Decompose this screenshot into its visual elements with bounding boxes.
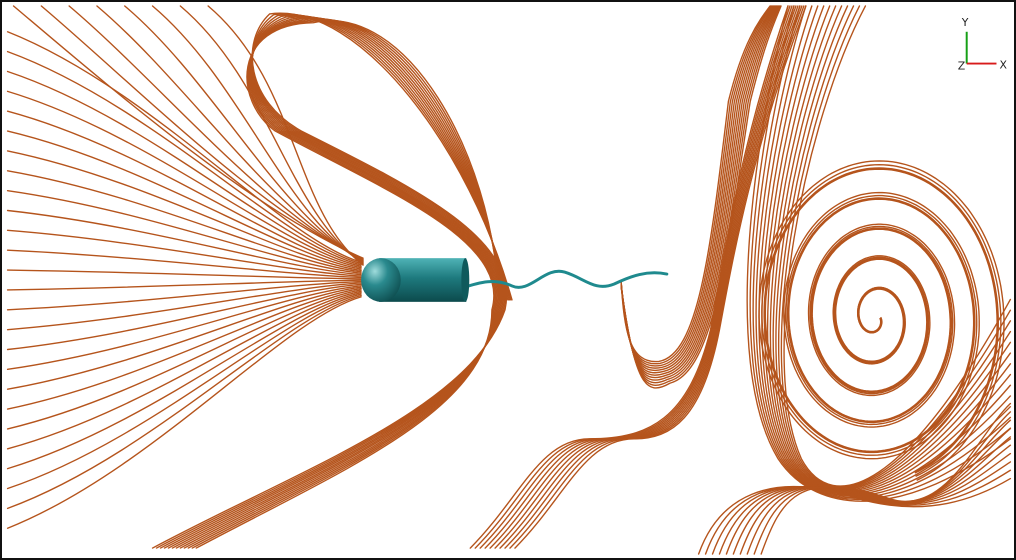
streamline-right-bottom <box>732 436 1012 555</box>
streamline-left-fan <box>6 50 362 265</box>
streamline-upper-loop <box>151 12 513 549</box>
streamline-right-bottom <box>739 427 1012 555</box>
streamline-right-envelope <box>746 5 1012 502</box>
streamline-right-envelope <box>764 5 1012 493</box>
streamline-right-envelope <box>761 5 1012 495</box>
streamline-left-fan <box>6 280 362 311</box>
streamline-right-envelope <box>772 5 1012 490</box>
streamline-upper-loop <box>191 19 501 549</box>
streamline-central-loop <box>620 5 776 374</box>
streamline-lower-middle <box>489 5 797 549</box>
streamline-right-envelope <box>755 5 1012 497</box>
streamline-right-bottom <box>753 411 1012 555</box>
streamline-right-bottom <box>704 469 1012 555</box>
streamline-left-fan <box>6 229 362 277</box>
streamline-left-fan <box>6 269 362 280</box>
streamline-left-fan <box>6 292 362 470</box>
streamline-left-fan <box>6 289 362 430</box>
streamline-left-fan <box>6 110 362 269</box>
streamline-right-envelope <box>775 5 1012 490</box>
streamline-left-fan <box>6 70 362 266</box>
streamline-upper-loop <box>175 16 506 549</box>
streamline-left-fan <box>6 283 362 351</box>
streamline-left-fan <box>6 150 362 272</box>
streamlines <box>6 5 1012 555</box>
streamline-lower-middle <box>484 5 795 549</box>
streamline-top-left <box>96 5 364 262</box>
streamline-right-bottom <box>718 452 1012 555</box>
streamline-left-fan <box>6 279 362 291</box>
streamline-right-bottom <box>711 461 1012 555</box>
streamline-right-envelope <box>758 5 1012 496</box>
streamline-left-fan <box>6 249 362 279</box>
streamline-central-loop <box>620 5 780 384</box>
streamline-left-fan <box>6 290 362 450</box>
streamline-right-bottom <box>746 419 1012 555</box>
vortex-spiral-line <box>758 160 1005 481</box>
streamline-lower-middle <box>509 5 805 549</box>
streamline-left-fan <box>6 294 362 510</box>
flagellum-tail <box>460 269 669 290</box>
streamline-right-envelope <box>766 5 1012 492</box>
streamline-upper-loop <box>167 15 508 549</box>
streamline-upper-loop <box>187 18 502 549</box>
streamline-right-bottom <box>760 402 1012 555</box>
streamline-upper-loop <box>155 13 512 549</box>
streamline-top-left <box>124 5 364 263</box>
streamline-upper-loop <box>163 14 510 549</box>
streamline-lower-middle <box>469 5 789 549</box>
axes-triad: Y Z X <box>958 16 1008 73</box>
streamline-upper-loop <box>171 16 507 549</box>
streamline-lower-middle <box>499 5 801 549</box>
streamline-left-fan <box>6 282 362 331</box>
streamline-top-left <box>207 5 364 266</box>
streamline-left-fan <box>6 189 362 274</box>
streamline-lower-middle <box>474 5 791 549</box>
y-axis-label: Y <box>961 16 969 29</box>
streamline-right-envelope <box>769 5 1012 491</box>
streamline-central-loop <box>620 5 773 367</box>
streamline-lower-middle <box>504 5 803 549</box>
streamline-upper-loop <box>159 13 511 549</box>
swimmer-tail-end <box>461 258 470 302</box>
streamline-central-loop <box>620 5 778 379</box>
streamline-central-loop <box>620 5 779 381</box>
streamline-left-fan <box>6 209 362 276</box>
swimmer-head-cap <box>361 258 401 302</box>
streamline-left-fan <box>6 287 362 410</box>
streamline-central-loop <box>620 5 774 369</box>
streamline-top-left <box>151 5 364 264</box>
streamline-lower-middle <box>494 5 799 549</box>
streamline-central-loop <box>620 5 772 365</box>
streamline-right-envelope <box>752 5 1012 499</box>
streamline-top-left <box>179 5 364 265</box>
streamline-upper-loop <box>195 20 500 549</box>
microswimmer <box>361 258 669 302</box>
streamline-left-fan <box>6 293 362 490</box>
streamline-top-left <box>12 5 364 259</box>
streamline-left-fan <box>6 130 362 270</box>
streamline-left-fan <box>6 170 362 273</box>
x-axis-label: X <box>999 59 1007 72</box>
streamline-left-fan <box>6 296 362 529</box>
streamline-central-loop <box>620 5 781 386</box>
streamline-upper-loop <box>183 18 504 549</box>
vortex-spiral <box>758 160 1005 481</box>
streamline-right-envelope <box>749 5 1012 501</box>
streamline-top-left <box>68 5 364 261</box>
streamline-right-bottom <box>697 477 1012 555</box>
streamline-top-left <box>40 5 364 260</box>
streamline-left-fan <box>6 31 362 263</box>
streamline-left-fan <box>6 285 362 371</box>
streamline-left-fan <box>6 90 362 267</box>
streamline-right-bottom <box>725 444 1012 555</box>
streamline-upper-loop <box>179 17 505 549</box>
streamline-lower-middle <box>479 5 793 549</box>
streamline-left-fan <box>6 286 362 390</box>
z-axis-label: Z <box>958 60 965 73</box>
streamline-central-loop <box>620 5 777 376</box>
streamline-lower-middle <box>514 5 807 549</box>
